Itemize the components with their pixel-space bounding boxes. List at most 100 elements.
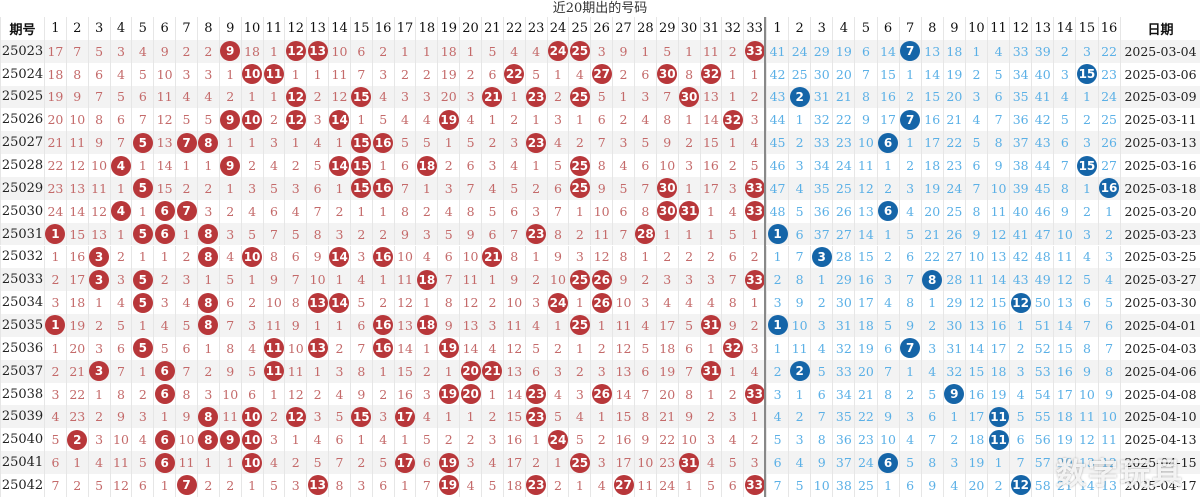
- red-ball: 6: [154, 224, 175, 245]
- blue-number-cell: 39: [1009, 176, 1031, 200]
- draw-row: 25025 19 9 7 5 6 11 4 4 2 1 1 12 2 12 15 4 3 3 20 3 21 1 23 2 25 5…: [0, 85, 1200, 109]
- red-number-cell: 1: [459, 405, 481, 429]
- red-number-cell: 9: [655, 131, 678, 155]
- red-number-cell: 1: [262, 382, 285, 406]
- red-number-cell: 3: [502, 131, 525, 155]
- red-number-cell: 14: [699, 108, 722, 132]
- blue-number-cell: 2: [898, 154, 921, 177]
- red-col-header: 30: [677, 17, 700, 40]
- red-number-cell: 13: [699, 85, 722, 109]
- red-number-cell: 2: [240, 291, 263, 315]
- red-number-cell: 16: [371, 176, 394, 200]
- blue-number-cell: 12: [964, 291, 987, 315]
- red-number-cell: 3: [349, 474, 372, 497]
- red-number-cell: 6: [590, 108, 612, 132]
- red-number-cell: 2: [699, 405, 722, 429]
- red-number-cell: 2: [371, 222, 394, 246]
- red-number-cell: 26: [590, 382, 612, 406]
- red-number-cell: 8: [175, 382, 197, 406]
- red-number-cell: 31: [699, 359, 722, 383]
- red-ball: 9: [220, 155, 241, 176]
- blue-number-cell: 3: [876, 268, 899, 292]
- red-number-cell: 1: [131, 314, 153, 337]
- period-cell: 25027: [0, 131, 44, 155]
- red-number-cell: 2: [218, 474, 241, 497]
- red-number-cell: 7: [459, 176, 481, 200]
- blue-number-cell: 10: [854, 131, 876, 155]
- red-number-cell: 2: [612, 62, 634, 86]
- blue-number-cell: 5: [1009, 405, 1031, 429]
- blue-number-cell: 29: [810, 39, 832, 63]
- red-number-cell: 5: [459, 131, 481, 155]
- blue-number-cell: 3: [810, 314, 832, 337]
- red-number-cell: 1: [371, 199, 394, 223]
- red-number-cell: 19: [44, 85, 66, 109]
- blue-number-cell: 23: [1097, 62, 1120, 86]
- red-number-cell: 5: [524, 62, 547, 86]
- red-number-cell: 11: [328, 62, 350, 86]
- red-number-cell: 25: [568, 176, 590, 200]
- red-number-cell: 1: [196, 268, 219, 292]
- red-col-header: 24: [546, 17, 569, 40]
- red-ball: 11: [263, 338, 284, 359]
- red-number-cell: 22: [65, 382, 88, 406]
- blue-number-cell: 13: [854, 199, 876, 223]
- blue-ball: 2: [789, 86, 810, 107]
- blue-number-cell: 19: [964, 451, 987, 474]
- blue-number-cell: 38: [1009, 154, 1031, 177]
- blue-number-cell: 7: [920, 428, 943, 452]
- blue-col-header: 7: [898, 17, 921, 40]
- red-number-cell: 1: [306, 62, 328, 86]
- red-col-header: 15: [349, 17, 372, 40]
- red-number-cell: 1: [590, 405, 612, 429]
- red-number-cell: 5: [612, 176, 634, 200]
- blue-ball: 11: [988, 429, 1009, 450]
- blue-number-cell: 18: [942, 39, 965, 63]
- red-number-cell: 3: [371, 405, 394, 429]
- blue-number-cell: 25: [832, 176, 854, 200]
- blue-ball: 11: [988, 406, 1009, 427]
- red-number-cell: 5: [131, 336, 153, 360]
- red-number-cell: 6: [633, 154, 656, 177]
- red-number-cell: 10: [240, 451, 263, 474]
- blue-ball: 7: [900, 109, 921, 130]
- red-number-cell: 5: [131, 222, 153, 246]
- red-number-cell: 8: [306, 222, 328, 246]
- red-number-cell: 2: [633, 268, 656, 292]
- blue-number-cell: 6: [964, 154, 987, 177]
- red-number-cell: 3: [612, 131, 634, 155]
- blue-number-cell: 8: [920, 451, 943, 474]
- red-number-cell: 2: [371, 382, 394, 406]
- red-ball: 2: [67, 429, 88, 450]
- blue-number-cell: 25: [854, 474, 876, 497]
- red-number-cell: 1: [284, 131, 306, 155]
- red-number-cell: 7: [131, 108, 153, 132]
- blue-number-cell: 3: [898, 405, 921, 429]
- blue-number-cell: 1: [766, 222, 788, 246]
- blue-number-cell: 22: [854, 405, 876, 429]
- red-number-cell: 9: [218, 359, 241, 383]
- red-number-cell: 10: [459, 245, 481, 269]
- blue-number-cell: 7: [898, 39, 921, 63]
- red-number-cell: 1: [524, 245, 547, 269]
- red-number-cell: 10: [218, 382, 241, 406]
- blue-number-cell: 37: [832, 451, 854, 474]
- period-cell: 25031: [0, 222, 44, 246]
- red-number-cell: 3: [677, 154, 700, 177]
- red-number-cell: 9: [87, 131, 110, 155]
- red-number-cell: 14: [328, 245, 350, 269]
- blue-number-cell: 1: [1075, 176, 1097, 200]
- red-number-cell: 1: [590, 314, 612, 337]
- red-number-cell: 18: [415, 314, 437, 337]
- blue-number-cell: 42: [1031, 108, 1053, 132]
- red-number-cell: 3: [109, 39, 132, 63]
- blue-number-cell: 1: [810, 268, 832, 292]
- red-number-cell: 1: [218, 62, 241, 86]
- red-number-cell: 18: [240, 39, 263, 63]
- red-ball: 9: [220, 429, 241, 450]
- red-number-cell: 15: [612, 405, 634, 429]
- red-number-cell: 7: [437, 268, 459, 292]
- blue-col-header: 13: [1031, 17, 1053, 40]
- blue-number-cell: 12: [854, 176, 876, 200]
- period-cell: 25037: [0, 359, 44, 383]
